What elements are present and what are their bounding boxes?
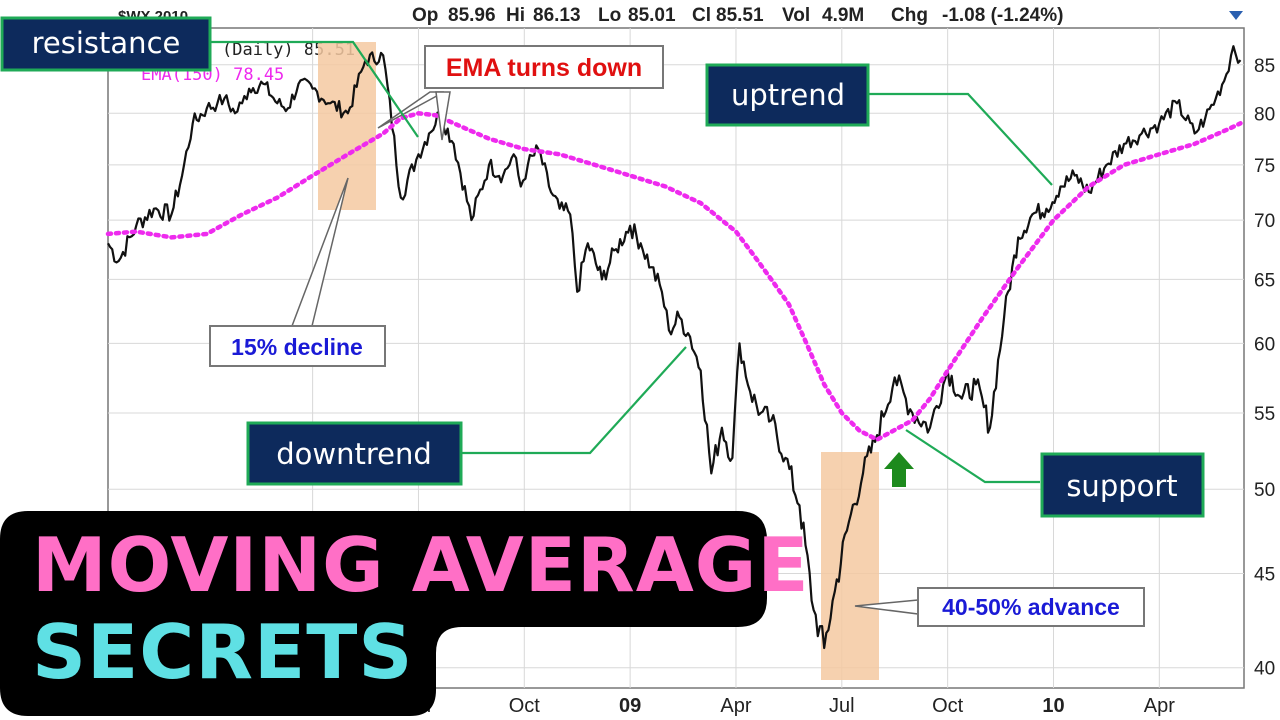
- high-label: Hi: [506, 5, 525, 26]
- title-banner: MOVING AVERAGE SECRETS: [0, 511, 810, 716]
- support-label: support: [1040, 452, 1205, 518]
- change-value: -1.08 (-1.24%): [942, 5, 1063, 26]
- y-tick-label: 80: [1254, 104, 1275, 125]
- high-value: 86.13: [533, 5, 581, 26]
- y-tick-label: 55: [1254, 404, 1275, 425]
- ema-pointer-2: [435, 91, 451, 141]
- x-tick-label: Jul: [829, 695, 855, 717]
- downtrend-label: downtrend: [246, 421, 463, 486]
- uptrend-label: uptrend: [705, 63, 870, 127]
- support-connector: [905, 429, 1040, 484]
- volume-label: Vol: [782, 5, 810, 26]
- y-tick-label: 40: [1254, 659, 1275, 680]
- y-tick-label: 45: [1254, 565, 1275, 586]
- ema-turns-down-callout: EMA turns down: [424, 45, 664, 89]
- resistance-connector: [210, 40, 419, 138]
- label-connectors: [210, 40, 1053, 484]
- downtrend-connector: [462, 346, 687, 455]
- x-tick-label: Apr: [720, 695, 751, 717]
- uptrend-connector: [868, 92, 1053, 186]
- y-tick-label: 85: [1254, 56, 1275, 77]
- close-value: 85.51: [716, 5, 764, 26]
- low-label: Lo: [598, 5, 621, 26]
- bottom-highlight: [821, 452, 879, 680]
- title-line-2: SECRETS: [32, 608, 413, 696]
- low-value: 85.01: [628, 5, 676, 26]
- title-line-1: MOVING AVERAGE: [32, 521, 810, 609]
- y-tick-label: 70: [1254, 211, 1275, 232]
- ema-turns-down-text: EMA turns down: [446, 54, 642, 82]
- y-tick-label: 75: [1254, 156, 1275, 177]
- y-tick-label: 65: [1254, 270, 1275, 291]
- title-background: [0, 511, 767, 716]
- x-tick-label: Oct: [509, 695, 541, 717]
- decline-text: 15% decline: [231, 334, 363, 360]
- downtrend-text: downtrend: [276, 437, 432, 471]
- x-tick-label: 09: [619, 695, 641, 717]
- x-tick-label: Apr: [1144, 695, 1175, 717]
- open-label: Op: [412, 5, 438, 26]
- price-series-line: [107, 45, 1242, 650]
- volume-value: 4.9M: [822, 5, 864, 26]
- chart-series: [105, 45, 1243, 650]
- support-text: support: [1066, 469, 1177, 503]
- up-arrow-icon: [884, 452, 914, 487]
- x-tick-label: 10: [1042, 695, 1064, 717]
- resistance-text: resistance: [32, 26, 181, 60]
- x-tick-label: Oct: [932, 695, 964, 717]
- advance-text: 40-50% advance: [942, 594, 1120, 620]
- header-ohlc: Op 85.96 Hi 86.13 Lo 85.01 Cl 85.51 Vol …: [412, 5, 1063, 26]
- y-tick-label: 60: [1254, 334, 1275, 355]
- resistance-label: resistance: [0, 16, 212, 72]
- change-label: Chg: [891, 5, 928, 26]
- y-tick-label: 50: [1254, 480, 1275, 501]
- close-label: Cl: [692, 5, 711, 26]
- uptrend-text: uptrend: [731, 78, 845, 112]
- decline-callout: 15% decline: [209, 325, 386, 367]
- advance-callout: 40-50% advance: [917, 587, 1145, 627]
- dropdown-arrow-icon[interactable]: [1229, 11, 1243, 20]
- axis-ticks: 40455055606570758085AprJulOct09AprJulOct…: [297, 56, 1275, 717]
- open-value: 85.96: [448, 5, 496, 26]
- ema-series-line: [105, 111, 1243, 443]
